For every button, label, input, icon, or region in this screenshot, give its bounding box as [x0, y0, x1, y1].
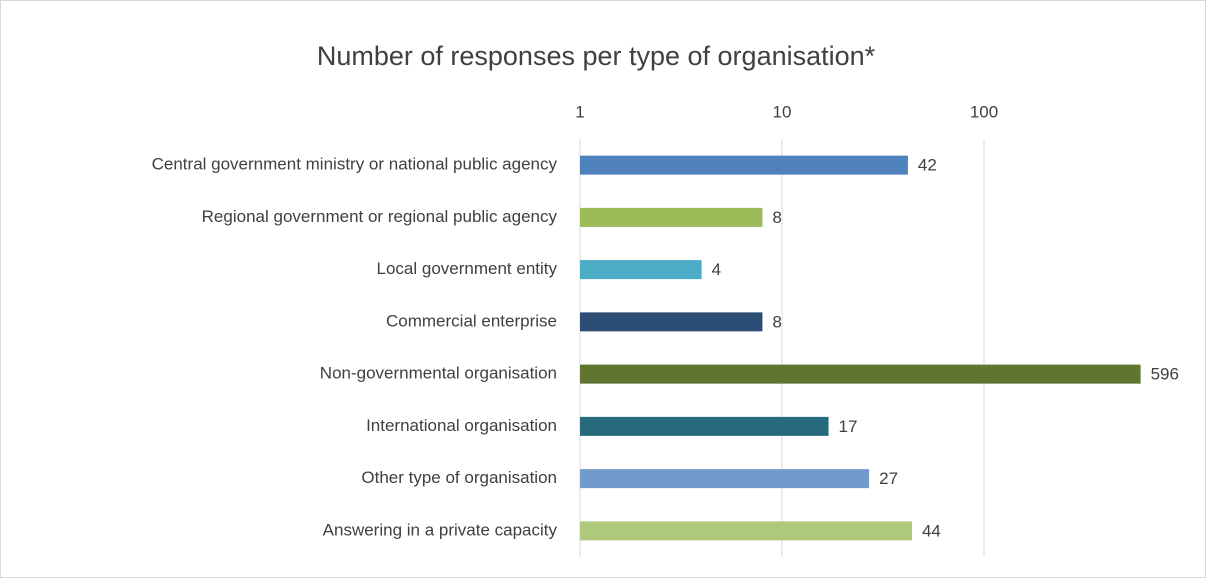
y-tick-label: Local government entity [377, 259, 558, 278]
value-label: 27 [879, 469, 898, 488]
bar [580, 521, 912, 541]
bar [580, 469, 870, 489]
bar [580, 207, 763, 227]
y-tick-label: Commercial enterprise [386, 311, 557, 330]
value-label: 8 [772, 312, 781, 331]
x-tick-label: 10 [773, 102, 792, 121]
value-label: 44 [922, 521, 941, 540]
value-label: 4 [712, 260, 721, 279]
x-tick-label: 1 [575, 102, 584, 121]
y-tick-label: Central government ministry or national … [152, 155, 558, 174]
y-tick-label: Answering in a private capacity [323, 520, 558, 539]
y-tick-label: Regional government or regional public a… [202, 207, 558, 226]
value-label: 17 [839, 417, 858, 436]
y-tick-label: International organisation [366, 416, 557, 435]
bar [580, 155, 908, 175]
bar [580, 416, 829, 436]
y-tick-label: Non-governmental organisation [320, 364, 557, 383]
value-label: 42 [918, 156, 937, 175]
chart-title: Number of responses per type of organisa… [317, 41, 876, 71]
bar [580, 312, 763, 332]
bar [580, 364, 1141, 384]
value-label: 596 [1151, 365, 1179, 384]
bar [580, 260, 702, 280]
value-label: 8 [772, 208, 781, 227]
y-tick-label: Other type of organisation [361, 468, 557, 487]
x-tick-label: 100 [970, 102, 998, 121]
